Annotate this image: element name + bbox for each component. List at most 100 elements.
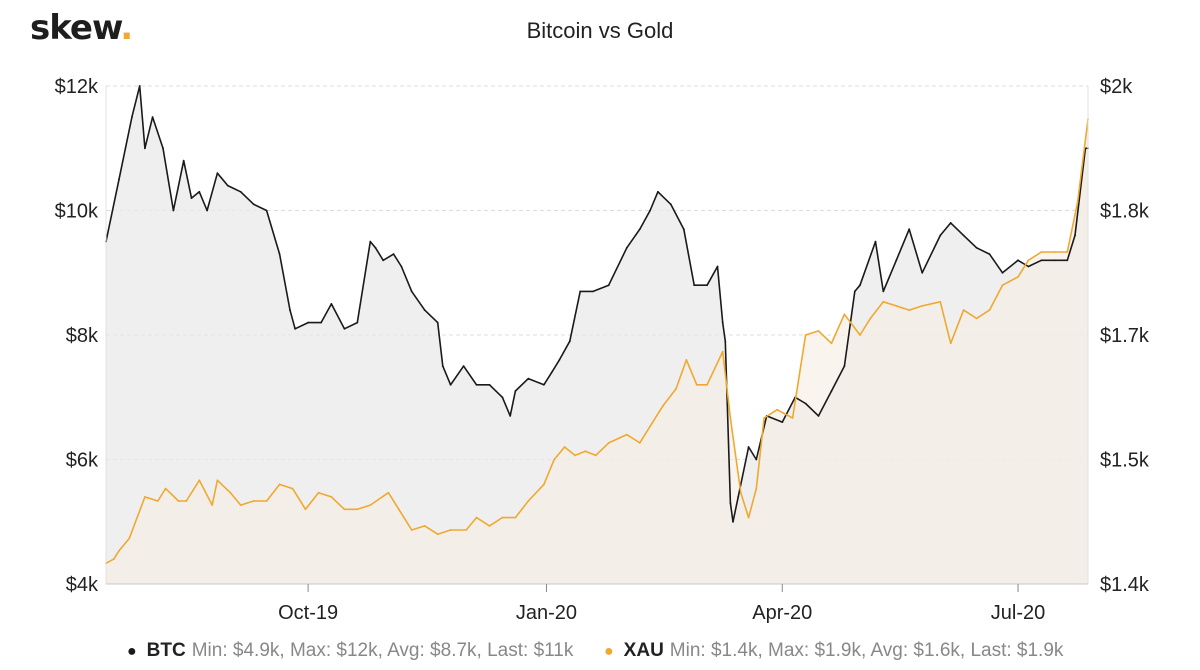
btc-point [449, 383, 452, 386]
xau-area [106, 119, 1088, 584]
btc-point [706, 284, 708, 287]
xau-point [706, 383, 708, 386]
btc-point [1017, 259, 1019, 262]
xau-point [830, 342, 833, 345]
y-left-tick-label: $10k [55, 201, 99, 223]
btc-point [716, 265, 719, 268]
btc-point [682, 228, 685, 231]
btc-point [649, 209, 651, 212]
btc-point [436, 321, 439, 324]
btc-point [669, 203, 672, 206]
btc-point [817, 415, 820, 417]
btc-point [198, 190, 201, 193]
legend-btc-bullet: ● [127, 643, 137, 660]
btc-point [804, 402, 807, 405]
xau-point [574, 454, 576, 457]
xau-point [563, 446, 566, 448]
btc-point [206, 209, 209, 212]
legend-xau-stats: Min: $1.4k, Max: $1.9k, Avg: $1.6k, Last… [669, 640, 1064, 661]
btc-point [568, 340, 571, 343]
xau-point [112, 558, 115, 560]
xau-point [869, 317, 872, 320]
xau-point [921, 305, 924, 307]
btc-point [1040, 259, 1043, 262]
xau-point [211, 504, 214, 506]
btc-point [638, 228, 641, 231]
logo-text: skew [30, 8, 121, 48]
btc-point [737, 496, 740, 498]
btc-point [278, 253, 281, 256]
xau-point [356, 508, 359, 511]
y-left-tick-label: $12k [55, 76, 99, 98]
xau-point [739, 491, 742, 494]
xau-point [594, 454, 597, 457]
xau-point [988, 309, 991, 311]
btc-point [382, 259, 385, 262]
btc-point [172, 209, 175, 212]
xau-point [216, 479, 219, 482]
xau-point [514, 516, 517, 519]
xau-point [239, 504, 242, 506]
y-left-tick-label: $4k [66, 574, 99, 596]
xau-point [695, 383, 698, 386]
xau-point [252, 500, 255, 502]
btc-point [294, 327, 296, 330]
xau-point [791, 417, 794, 419]
btc-point [441, 365, 444, 367]
btc-point [162, 147, 164, 150]
xau-point [291, 487, 294, 490]
btc-point [939, 234, 942, 237]
btc-point [190, 197, 193, 200]
y-right-tick-label: $1.4k [1100, 574, 1150, 596]
xau-point [304, 508, 307, 511]
btc-point [392, 253, 395, 256]
xau-point [128, 537, 131, 540]
btc-point [625, 246, 628, 249]
legend-btc[interactable]: ● BTC Min: $4.9k, Max: $12k, Avg: $8.7k, L… [127, 640, 573, 662]
btc-point [514, 390, 517, 392]
btc-point [369, 240, 372, 243]
xau-point [1053, 251, 1056, 253]
xau-point [776, 408, 778, 411]
btc-point [949, 222, 952, 224]
btc-point [1074, 234, 1076, 237]
xau-point [387, 491, 390, 494]
xau-point [1001, 284, 1004, 287]
btc-point [1066, 259, 1069, 262]
btc-point [781, 421, 784, 423]
btc-point [252, 203, 255, 206]
btc-point [755, 458, 758, 461]
xau-point [882, 300, 885, 303]
btc-point [423, 309, 426, 311]
xau-point [488, 525, 491, 527]
series-fills [106, 86, 1088, 584]
btc-point [882, 290, 885, 293]
btc-point [732, 520, 734, 523]
btc-point [729, 502, 732, 504]
x-tick-label: Oct-19 [278, 602, 338, 624]
btc-point [550, 371, 553, 374]
xau-point [229, 491, 232, 494]
xau-point [908, 309, 911, 311]
xau-point [1040, 251, 1043, 253]
btc-point [724, 340, 727, 343]
xau-point [584, 450, 587, 453]
xau-point [543, 483, 545, 486]
legend-xau[interactable]: ● XAU Min: $1.4k, Max: $1.9k, Avg: $1.6k, … [604, 640, 1063, 662]
btc-point [307, 321, 309, 324]
btc-point [830, 390, 833, 392]
btc-point [693, 284, 696, 287]
xau-point [278, 483, 281, 486]
btc-point [579, 290, 582, 293]
xau-point [895, 305, 898, 307]
xau-point [607, 442, 610, 444]
xau-point [144, 496, 146, 498]
btc-point [874, 240, 877, 243]
xau-point [465, 529, 468, 531]
btc-point [182, 159, 185, 162]
chart-area: $12k $10k $8k $6k $4k $2k $1.8k $1.7k $1.5k $1.4k… [55, 76, 1150, 624]
skew-logo: skew. [30, 8, 133, 48]
btc-point [1001, 271, 1004, 274]
x-tick-label: Apr-20 [752, 602, 812, 624]
xau-point [177, 500, 180, 502]
